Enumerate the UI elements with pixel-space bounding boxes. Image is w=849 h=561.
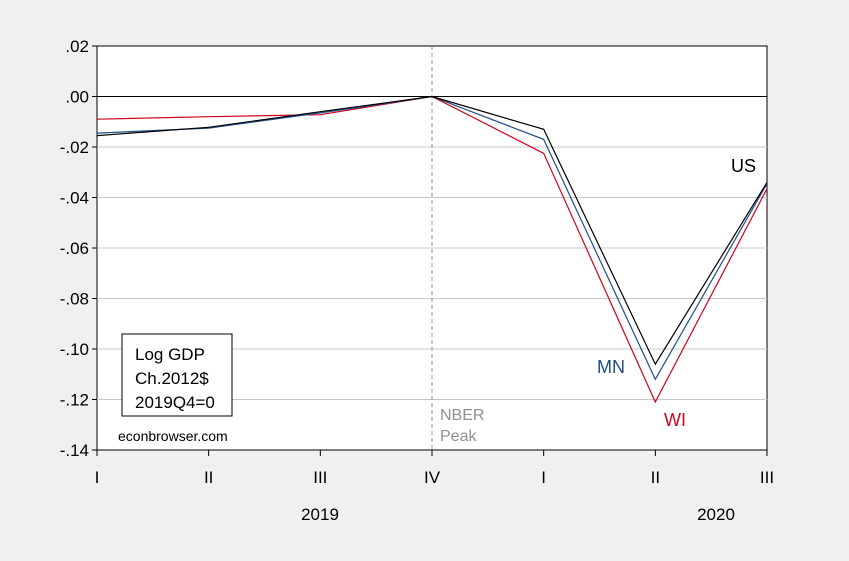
series-label-mn: MN bbox=[597, 357, 625, 377]
x-tick-label: I bbox=[541, 468, 546, 487]
x-tick-label: II bbox=[204, 468, 213, 487]
legend-line-1: Log GDP bbox=[135, 345, 205, 364]
y-tick-label: .00 bbox=[65, 88, 89, 107]
source-label: econbrowser.com bbox=[118, 428, 228, 444]
y-tick-label: -.10 bbox=[60, 340, 89, 359]
x-tick-label: III bbox=[313, 468, 327, 487]
year-label-2020: 2020 bbox=[697, 505, 735, 524]
x-tick-label: IV bbox=[424, 468, 441, 487]
legend-box bbox=[121, 333, 233, 417]
y-tick-label: -.08 bbox=[60, 290, 89, 309]
series-line-us bbox=[96, 95, 768, 366]
series-label-us: US bbox=[731, 156, 756, 176]
y-tick-label: -.14 bbox=[60, 441, 89, 460]
year-label-2019: 2019 bbox=[301, 505, 339, 524]
y-tick-label: -.06 bbox=[60, 239, 89, 258]
x-tick-label: I bbox=[95, 468, 100, 487]
series-lines bbox=[96, 95, 768, 404]
peak-label: Peak bbox=[440, 428, 477, 445]
y-tick-label: .02 bbox=[65, 37, 89, 56]
x-axis-ticks: I II III IV I II III bbox=[95, 450, 774, 487]
legend-line-3: 2019Q4=0 bbox=[135, 393, 215, 412]
y-axis-ticks: .02 .00 -.02 -.04 -.06 -.08 -.10 -.12 -.14 bbox=[60, 37, 97, 460]
y-tick-label: -.12 bbox=[60, 391, 89, 410]
y-tick-label: -.02 bbox=[60, 138, 89, 157]
x-tick-label: III bbox=[760, 468, 774, 487]
legend-line-2: Ch.2012$ bbox=[135, 369, 209, 388]
series-label-wi: WI bbox=[664, 410, 686, 430]
nber-label: NBER bbox=[440, 407, 484, 424]
y-tick-label: -.04 bbox=[60, 189, 89, 208]
x-tick-label: II bbox=[651, 468, 660, 487]
